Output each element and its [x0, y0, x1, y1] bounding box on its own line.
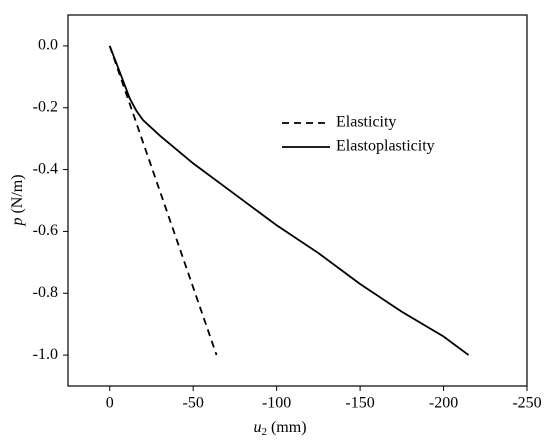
y-axis-label: p (N/m) [9, 174, 26, 226]
y-tick-label: -0.6 [33, 222, 58, 239]
legend-label: Elastoplasticity [336, 138, 435, 155]
x-tick-label: -100 [262, 395, 291, 412]
x-tick-label: 0 [106, 395, 114, 412]
x-symbol: u [253, 419, 261, 436]
series-line [108, 45, 470, 356]
x-tick-label: -250 [512, 395, 541, 412]
legend-label: Elasticity [336, 114, 396, 131]
y-unit: (N/m) [9, 174, 26, 213]
x-tick-label: -50 [183, 395, 204, 412]
x-tick-label: -150 [345, 395, 374, 412]
y-tick-label: -0.8 [33, 284, 58, 301]
plot-frame [67, 14, 528, 387]
x-unit: (mm) [271, 419, 307, 436]
y-tick-label: -1.0 [33, 346, 58, 363]
y-tick-label: -0.2 [33, 98, 58, 115]
y-symbol: p [9, 218, 26, 227]
y-tick-label: -0.4 [33, 160, 58, 177]
x-axis-label: u2 (mm) [253, 419, 306, 438]
x-tick-label: -200 [429, 395, 458, 412]
x-subscript: 2 [261, 426, 267, 438]
y-tick-label: 0.0 [38, 37, 58, 54]
series-line [108, 45, 218, 356]
